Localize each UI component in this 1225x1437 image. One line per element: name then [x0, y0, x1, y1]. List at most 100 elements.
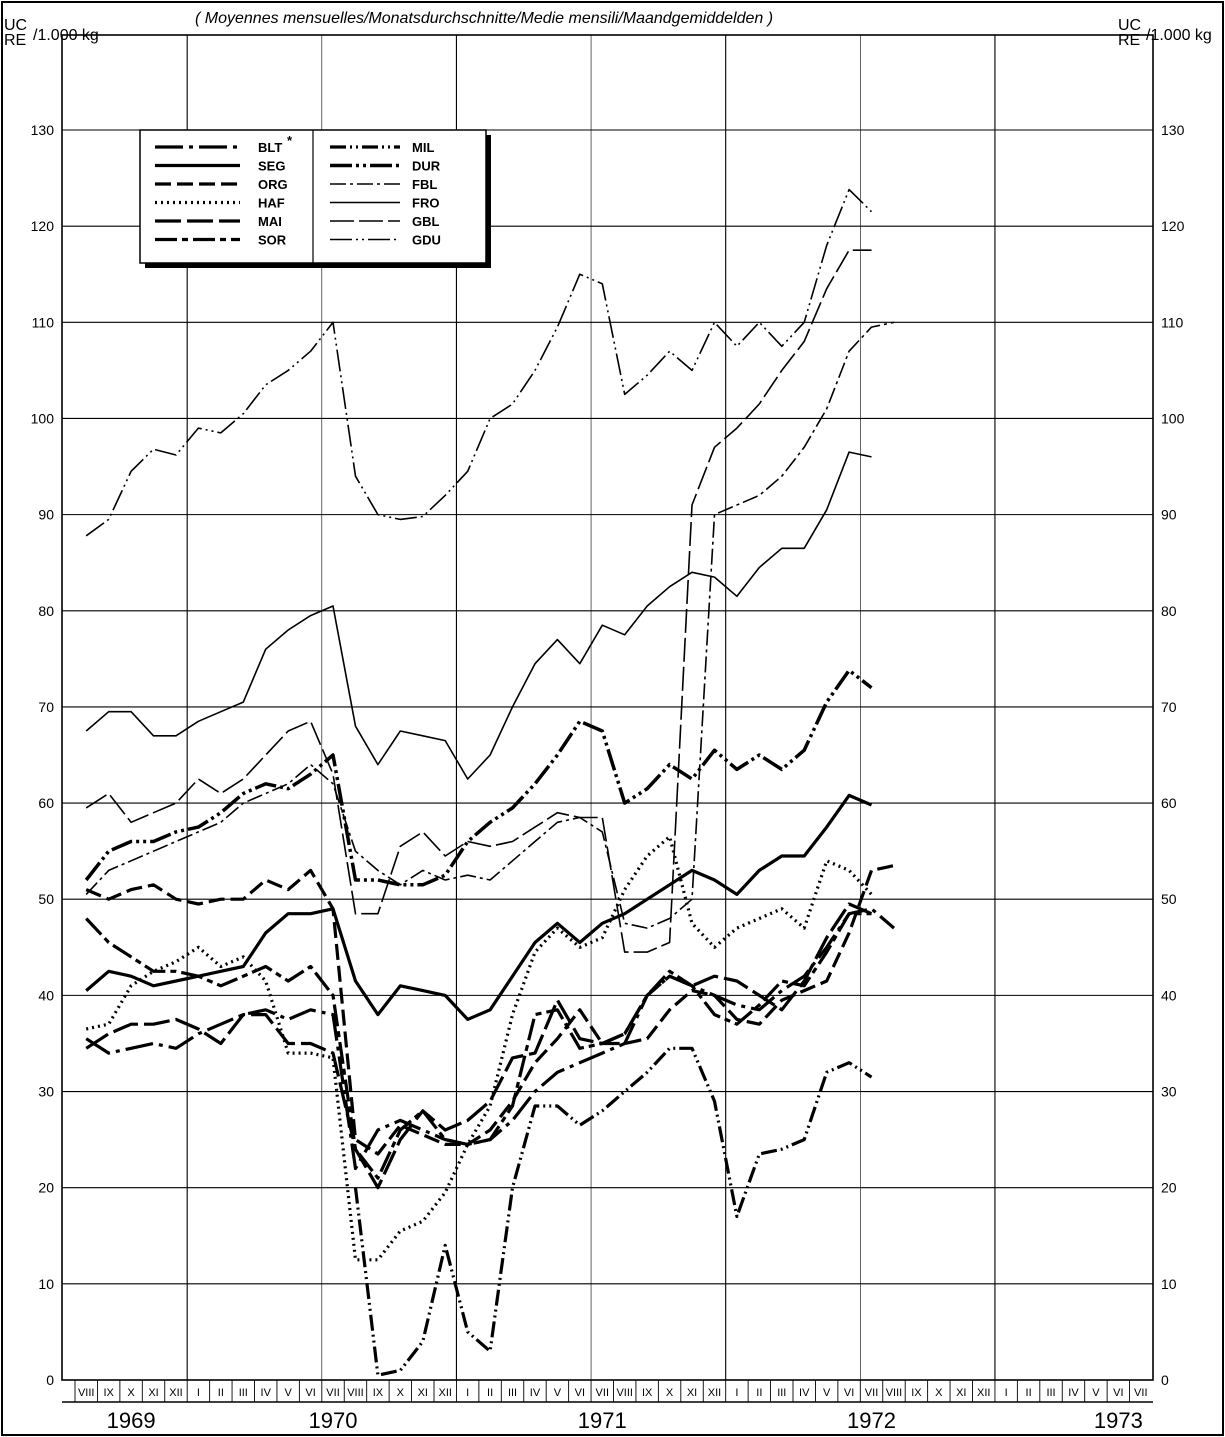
- y-tick-label-right: 60: [1161, 795, 1177, 811]
- series-line-sor: [85, 912, 872, 1180]
- legend-label-blt: BLT: [258, 140, 282, 155]
- month-label: I: [735, 1387, 738, 1399]
- grid: [62, 35, 1153, 1380]
- month-label: V: [1092, 1387, 1100, 1399]
- year-label: 1973: [1094, 1408, 1143, 1433]
- month-label: IX: [911, 1387, 922, 1399]
- y-tick-label-left: 10: [38, 1276, 54, 1292]
- month-label: XI: [687, 1387, 697, 1399]
- y-tick-label-right: 130: [1161, 122, 1185, 138]
- month-label: XII: [708, 1387, 721, 1399]
- y-tick-label-right: 0: [1161, 1372, 1169, 1388]
- y-tick-label-right: 30: [1161, 1084, 1177, 1100]
- series-line-mil: [353, 1046, 873, 1377]
- month-label: VII: [1134, 1387, 1147, 1399]
- plot-frame: [61, 34, 1154, 1381]
- month-label: I: [466, 1387, 469, 1399]
- series-line-seg: [85, 793, 873, 1021]
- month-label: IV: [261, 1387, 272, 1399]
- month-label: IV: [1068, 1387, 1079, 1399]
- month-label: XI: [418, 1387, 428, 1399]
- month-label: III: [508, 1387, 517, 1399]
- month-label: I: [1005, 1387, 1008, 1399]
- month-label: II: [218, 1387, 224, 1399]
- year-label: 1969: [107, 1408, 156, 1433]
- month-label: IX: [103, 1387, 114, 1399]
- series-line-haf: [85, 835, 873, 1262]
- series-line-fbl: [85, 321, 895, 929]
- month-label: X: [127, 1387, 135, 1399]
- month-label: III: [1046, 1387, 1055, 1399]
- month-label: II: [487, 1387, 493, 1399]
- y-tick-label-left: 80: [38, 603, 54, 619]
- month-label: V: [554, 1387, 562, 1399]
- month-label: II: [1026, 1387, 1032, 1399]
- legend-label-sor: SOR: [258, 233, 287, 248]
- series-line-org: [85, 864, 895, 1156]
- month-label: III: [239, 1387, 248, 1399]
- y-tick-label-right: 70: [1161, 699, 1177, 715]
- y-tick-label-left: 130: [31, 122, 55, 138]
- month-label: IV: [530, 1387, 541, 1399]
- legend-items: BLT *SEG ORG HAF MAI SOR MIL DUR FBL FRO GBL GDU: [155, 133, 441, 248]
- y-tick-label-right: 50: [1161, 891, 1177, 907]
- y-tick-label-right: 90: [1161, 507, 1177, 523]
- month-label: VI: [844, 1387, 854, 1399]
- unit-right-top: UC: [1118, 17, 1141, 34]
- y-tick-label-left: 50: [38, 891, 54, 907]
- legend-marker: *: [287, 133, 293, 148]
- y-tick-label-left: 90: [38, 507, 54, 523]
- month-label: VIII: [347, 1387, 364, 1399]
- unit-right-bottom: RE: [1118, 32, 1140, 49]
- month-label: V: [284, 1387, 292, 1399]
- y-tick-label-left: 20: [38, 1180, 54, 1196]
- month-label: XII: [169, 1387, 182, 1399]
- year-label: 1970: [309, 1408, 358, 1433]
- month-label: VI: [305, 1387, 315, 1399]
- legend-label-mai: MAI: [258, 214, 282, 229]
- y-tick-label-left: 120: [31, 218, 55, 234]
- legend-label-org: ORG: [258, 177, 288, 192]
- month-label: VIII: [78, 1387, 95, 1399]
- series-line-mai: [85, 902, 873, 1190]
- unit-left-top: UC: [4, 17, 27, 34]
- legend-label-seg: SEG: [258, 159, 285, 174]
- legend-label-fro: FRO: [412, 196, 439, 211]
- legend-label-haf: HAF: [258, 196, 285, 211]
- y-tick-label-right: 10: [1161, 1276, 1177, 1292]
- unit-left-bottom: RE: [4, 32, 26, 49]
- month-label: X: [397, 1387, 405, 1399]
- month-label: VI: [1113, 1387, 1123, 1399]
- legend-label-dur: DUR: [412, 159, 441, 174]
- unit-left-suffix: /1.000 kg: [33, 27, 99, 44]
- y-tick-label-left: 40: [38, 987, 54, 1003]
- x-axis-labels: VIII IX X XI XII I II III IV V VI VII VIII IX X XI XII I I…: [78, 1387, 1148, 1433]
- month-label: VI: [575, 1387, 585, 1399]
- legend-label-mil: MIL: [412, 140, 434, 155]
- y-tick-label-left: 0: [46, 1372, 54, 1388]
- y-tick-label-right: 100: [1161, 410, 1185, 426]
- y-tick-label-left: 60: [38, 795, 54, 811]
- legend-label-gdu: GDU: [412, 233, 441, 248]
- month-label: X: [666, 1387, 674, 1399]
- month-label: XII: [977, 1387, 990, 1399]
- y-tick-label-right: 120: [1161, 218, 1185, 234]
- month-label: VII: [326, 1387, 339, 1399]
- series-layer: [84, 188, 896, 1377]
- y-tick-label-right: 110: [1161, 314, 1184, 330]
- month-label: VII: [596, 1387, 609, 1399]
- y-axis-labels: 0 0 10 10 20 20 30 30 40 40 50 50 60 60 70 70 80 80 90 90 10…: [31, 122, 1185, 1388]
- month-label: III: [777, 1387, 786, 1399]
- month-label: I: [197, 1387, 200, 1399]
- month-label: XI: [148, 1387, 158, 1399]
- y-tick-label-left: 100: [31, 410, 55, 426]
- series-line-gbl: [85, 249, 872, 953]
- month-label: XII: [438, 1387, 451, 1399]
- y-tick-label-right: 40: [1161, 987, 1177, 1003]
- legend-label-gbl: GBL: [412, 214, 440, 229]
- month-label: VIII: [616, 1387, 633, 1399]
- month-label: VIII: [886, 1387, 903, 1399]
